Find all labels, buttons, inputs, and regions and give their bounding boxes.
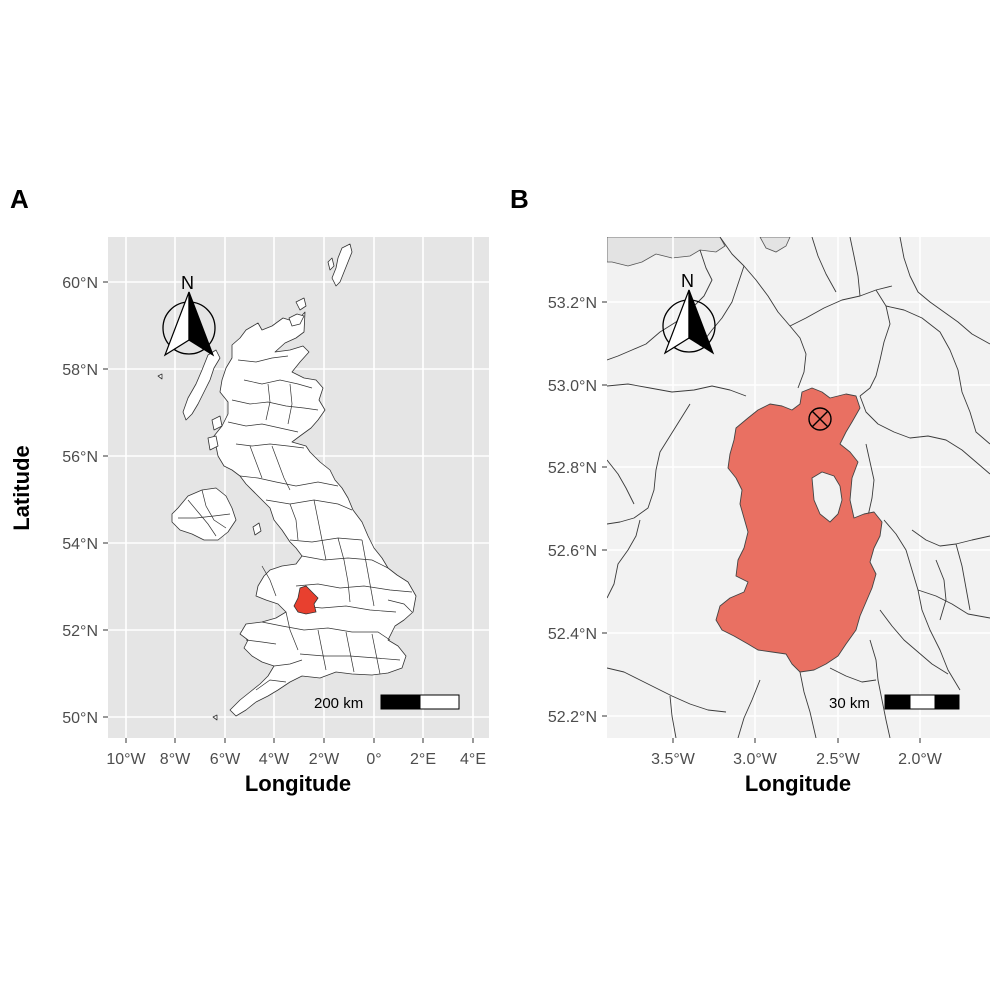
isles-of-scilly: [212, 714, 218, 721]
panel-b-letter: B: [510, 184, 529, 214]
fair-isle: [327, 257, 335, 271]
panel-b-y-tick-labels: 53.2°N 53.0°N 52.8°N 52.6°N 52.4°N 52.2°…: [548, 295, 597, 726]
ni-boundaries: [178, 489, 231, 537]
y-tick-b-1: 53.0°N: [548, 378, 597, 395]
y-tick-b-2: 52.8°N: [548, 460, 597, 477]
estuary: [759, 237, 791, 253]
x-tick-b-1: 3.0°W: [733, 751, 778, 768]
y-tick-a-3: 54°N: [62, 536, 98, 553]
western-isles: [182, 349, 221, 421]
scale-bar-label-b: 30 km: [829, 695, 870, 712]
scale-bar-a: 200 km: [314, 694, 460, 712]
unshaded-pocket: [811, 471, 843, 523]
y-tick-a-2: 56°N: [62, 449, 98, 466]
north-label-a: N: [181, 273, 194, 293]
x-tick-a-0: 10°W: [106, 751, 146, 768]
panel-b-boundaries: [607, 237, 990, 738]
panel-a: A: [9, 184, 489, 796]
x-tick-a-3: 4°W: [259, 751, 290, 768]
y-tick-b-4: 52.4°N: [548, 626, 597, 643]
panel-a-x-tick-labels: 10°W 8°W 6°W 4°W 2°W 0° 2°E 4°E: [106, 751, 486, 768]
northern-ireland: [171, 487, 237, 541]
orkney: [288, 313, 305, 327]
panel-b: B: [510, 184, 990, 796]
inner-hebrides: [211, 415, 223, 431]
orkney-north: [295, 297, 307, 311]
y-axis-title: Latitude: [9, 445, 34, 531]
x-axis-title-a: Longitude: [245, 771, 351, 796]
x-tick-a-7: 4°E: [460, 751, 486, 768]
y-tick-a-0: 60°N: [62, 275, 98, 292]
x-tick-b-2: 2.5°W: [816, 751, 861, 768]
internal-boundaries: [227, 355, 413, 691]
great-britain-landmass: [213, 311, 417, 717]
y-tick-a-5: 50°N: [62, 710, 98, 727]
scale-bar-b: [884, 694, 960, 710]
north-label-b: N: [681, 271, 694, 291]
st-kilda: [157, 373, 163, 380]
y-tick-b-5: 52.2°N: [548, 709, 597, 726]
islay-jura: [207, 435, 219, 451]
x-tick-a-6: 2°E: [410, 751, 436, 768]
x-axis-title-b: Longitude: [745, 771, 851, 796]
north-arrow-a: N: [162, 273, 216, 357]
panel-a-y-tick-labels: 60°N 58°N 56°N 54°N 52°N 50°N: [62, 275, 98, 727]
shetland: [331, 243, 353, 287]
y-tick-a-4: 52°N: [62, 623, 98, 640]
sea-area: [607, 237, 726, 267]
panel-b-axis-ticks: [602, 301, 921, 743]
x-tick-a-4: 2°W: [309, 751, 340, 768]
circled-x-icon: [808, 407, 832, 431]
x-tick-b-0: 3.5°W: [651, 751, 696, 768]
x-tick-a-1: 8°W: [160, 751, 191, 768]
x-tick-b-3: 2.0°W: [898, 751, 943, 768]
highlighted-region-b: [715, 387, 883, 673]
y-tick-a-1: 58°N: [62, 362, 98, 379]
y-tick-b-3: 52.6°N: [548, 543, 597, 560]
north-arrow-b: [662, 289, 716, 355]
uk-map: [157, 243, 417, 721]
x-tick-a-2: 6°W: [210, 751, 241, 768]
scale-bar-label-a: 200 km: [314, 695, 363, 712]
panel-b-x-tick-labels: 3.5°W 3.0°W 2.5°W 2.0°W: [651, 751, 943, 768]
highlighted-region-a: [293, 585, 319, 615]
panel-a-letter: A: [10, 184, 29, 214]
panel-a-axis-ticks: [103, 281, 474, 743]
isle-of-man: [252, 522, 262, 536]
y-tick-b-0: 53.2°N: [548, 295, 597, 312]
x-tick-a-5: 0°: [366, 751, 381, 768]
